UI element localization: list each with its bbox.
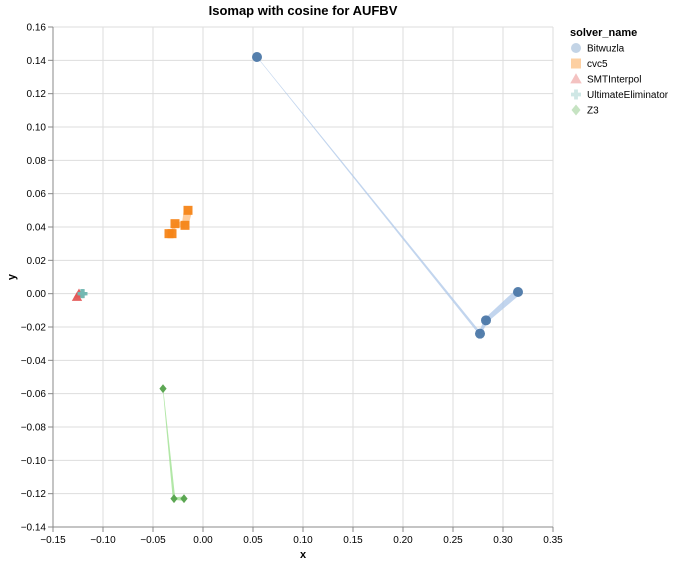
y-tick-label: −0.02 [21, 323, 47, 334]
y-tick-label: 0.10 [27, 123, 47, 134]
point-cvc5 [167, 229, 177, 239]
y-tick-label: −0.14 [21, 523, 47, 534]
x-tick-label: 0.25 [443, 535, 463, 546]
grid [52, 26, 554, 528]
legend-label-z3: Z3 [587, 106, 599, 117]
y-tick-label: 0.06 [27, 189, 47, 200]
legend-symbol-bitwuzla [571, 43, 581, 53]
x-tick-label: −0.15 [40, 535, 66, 546]
y-tick-label: −0.10 [21, 456, 47, 467]
y-tick-label: 0.12 [27, 89, 47, 100]
y-tick-label: −0.08 [21, 423, 47, 434]
y-tick-label: 0.02 [27, 256, 47, 267]
trail-bitwuzla [484, 289, 521, 323]
point-bitwuzla [513, 287, 523, 297]
y-tick-label: 0.04 [27, 223, 47, 234]
x-tick-label: 0.30 [493, 535, 513, 546]
point-z3 [170, 494, 178, 504]
axes: −0.15 −0.10 −0.05 0.00 0.05 0.10 0.15 0.20 0.25 0… [21, 23, 563, 547]
point-cvc5 [170, 219, 180, 229]
point-bitwuzla [481, 315, 491, 326]
legend-symbol-z3 [571, 104, 581, 116]
y-tick-label: −0.12 [21, 489, 47, 500]
y-tick-label: −0.06 [21, 389, 47, 400]
x-tick-label: 0.15 [343, 535, 363, 546]
legend-label-cvc5: cvc5 [587, 59, 608, 70]
y-tick-label: 0.08 [27, 156, 47, 167]
point-cvc5 [183, 205, 193, 215]
legend: solver_name Bitwuzla cvc5 SMTInterpol Ultim… [570, 27, 669, 117]
point-cvc5 [180, 220, 190, 230]
data-points [71, 52, 523, 504]
legend-label-smtinterpol: SMTInterpol [587, 75, 641, 86]
point-ultimateeliminator [78, 289, 88, 299]
legend-symbol-smtinterpol [570, 73, 582, 84]
legend-label-ultimateeliminator: UltimateEliminator [587, 90, 669, 101]
legend-label-bitwuzla: Bitwuzla [587, 44, 625, 55]
point-z3 [159, 384, 167, 394]
legend-symbol-ultimateeliminator [571, 89, 581, 100]
x-tick-label: −0.05 [140, 535, 166, 546]
point-bitwuzla [475, 328, 485, 339]
point-bitwuzla [252, 52, 262, 62]
y-tick-label: −0.04 [21, 356, 47, 367]
x-tick-label: 0.35 [543, 535, 563, 546]
y-tick-label: 0.16 [27, 23, 47, 34]
chart-title: Isomap with cosine for AUFBV [209, 3, 398, 18]
y-axis-title: y [6, 273, 18, 280]
point-z3 [180, 494, 188, 504]
legend-title: solver_name [570, 27, 637, 39]
trail-z3 [162, 388, 176, 499]
y-tick-label: 0.00 [27, 289, 47, 300]
legend-symbol-cvc5 [571, 58, 581, 69]
x-tick-label: 0.10 [293, 535, 313, 546]
x-tick-label: −0.10 [90, 535, 116, 546]
x-axis-title: x [300, 549, 307, 561]
x-tick-label: 0.00 [193, 535, 213, 546]
trail-bitwuzla [256, 56, 481, 335]
y-tick-label: 0.14 [27, 56, 47, 67]
x-tick-label: 0.05 [243, 535, 263, 546]
trails [76, 56, 521, 501]
x-tick-label: 0.20 [393, 535, 413, 546]
